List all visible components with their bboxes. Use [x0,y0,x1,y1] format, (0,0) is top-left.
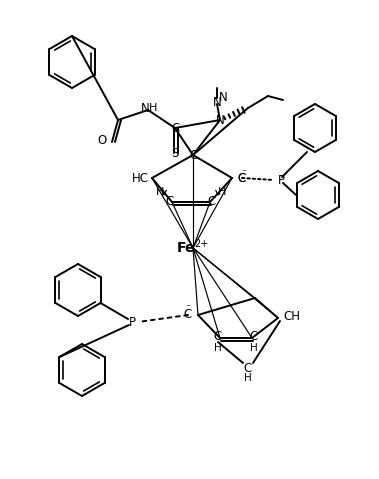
Text: ⁻: ⁻ [185,303,191,313]
Text: C: C [244,362,252,375]
Text: N: N [213,95,221,109]
Text: HC: HC [132,171,149,184]
Text: H: H [250,343,258,353]
Text: C: C [238,171,246,184]
Text: H: H [156,187,164,197]
Text: C: C [208,194,216,207]
Text: ⁻: ⁻ [241,168,247,178]
Text: C: C [184,308,192,321]
Text: C: C [189,148,197,161]
Text: O: O [97,134,106,147]
Text: S: S [171,147,179,160]
Text: C: C [166,194,174,207]
Text: C: C [171,122,179,135]
Text: H: H [214,343,222,353]
Text: P: P [277,173,285,186]
Text: CH: CH [283,310,301,323]
Text: H: H [149,103,157,113]
Text: N: N [216,114,224,126]
Text: C: C [214,331,222,343]
Text: Fe: Fe [177,241,195,255]
Text: N: N [219,91,227,103]
Text: P: P [128,316,136,329]
Text: H: H [218,187,226,197]
Text: H: H [244,373,252,383]
Text: C: C [250,331,258,343]
Text: 2+: 2+ [194,239,208,249]
Text: N: N [141,102,149,114]
Text: C: C [238,171,246,184]
